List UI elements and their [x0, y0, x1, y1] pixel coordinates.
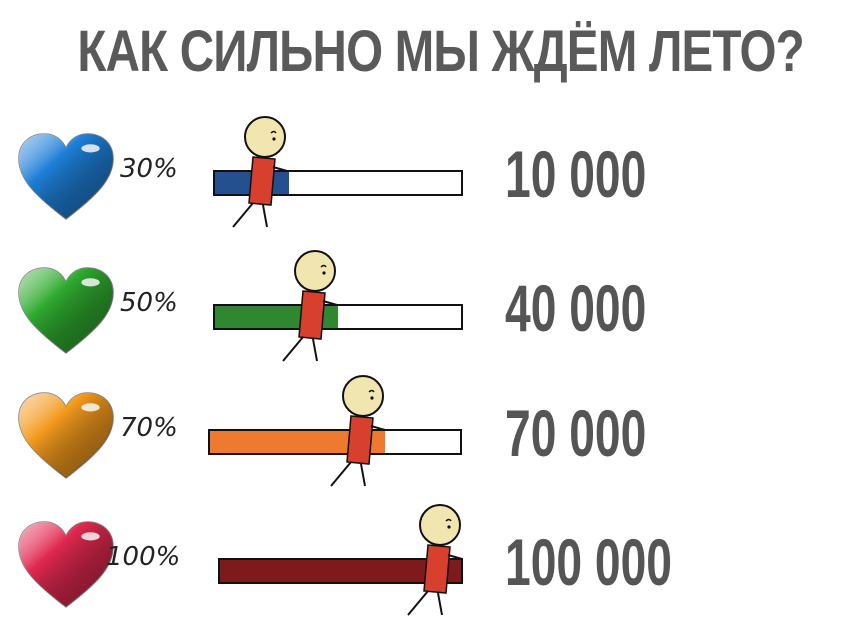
stick-figure-pushing: [232, 116, 288, 228]
progress-bar: [218, 558, 463, 584]
value-label: 10 000: [505, 137, 647, 211]
percent-label: 30%: [120, 154, 178, 184]
percent-label: 70%: [120, 413, 178, 443]
progress-bar-fill: [210, 431, 385, 453]
progress-row: 100% 100 000: [0, 500, 860, 620]
heart-icon: [18, 133, 114, 220]
progress-bar: [208, 429, 462, 455]
percent-label: 100%: [106, 542, 181, 572]
heart-icon: [18, 267, 114, 354]
stick-figure-pushing: [282, 250, 338, 362]
page-title: КАК СИЛЬНО МЫ ЖДЁМ ЛЕТО?: [77, 19, 804, 84]
progress-row: 30% 10 000: [0, 116, 860, 245]
value-label: 70 000: [505, 396, 647, 470]
progress-row: 70% 70 000: [0, 375, 860, 495]
value-label: 100 000: [505, 525, 673, 599]
progress-bar-fill: [220, 560, 461, 582]
percent-label: 50%: [120, 288, 178, 318]
heart-icon: [18, 392, 114, 479]
progress-row: 50% 40 000: [0, 250, 860, 370]
stick-figure-pushing: [407, 504, 463, 616]
heart-icon: [18, 521, 114, 608]
value-label: 40 000: [505, 271, 647, 345]
stick-figure-pushing: [330, 375, 386, 487]
